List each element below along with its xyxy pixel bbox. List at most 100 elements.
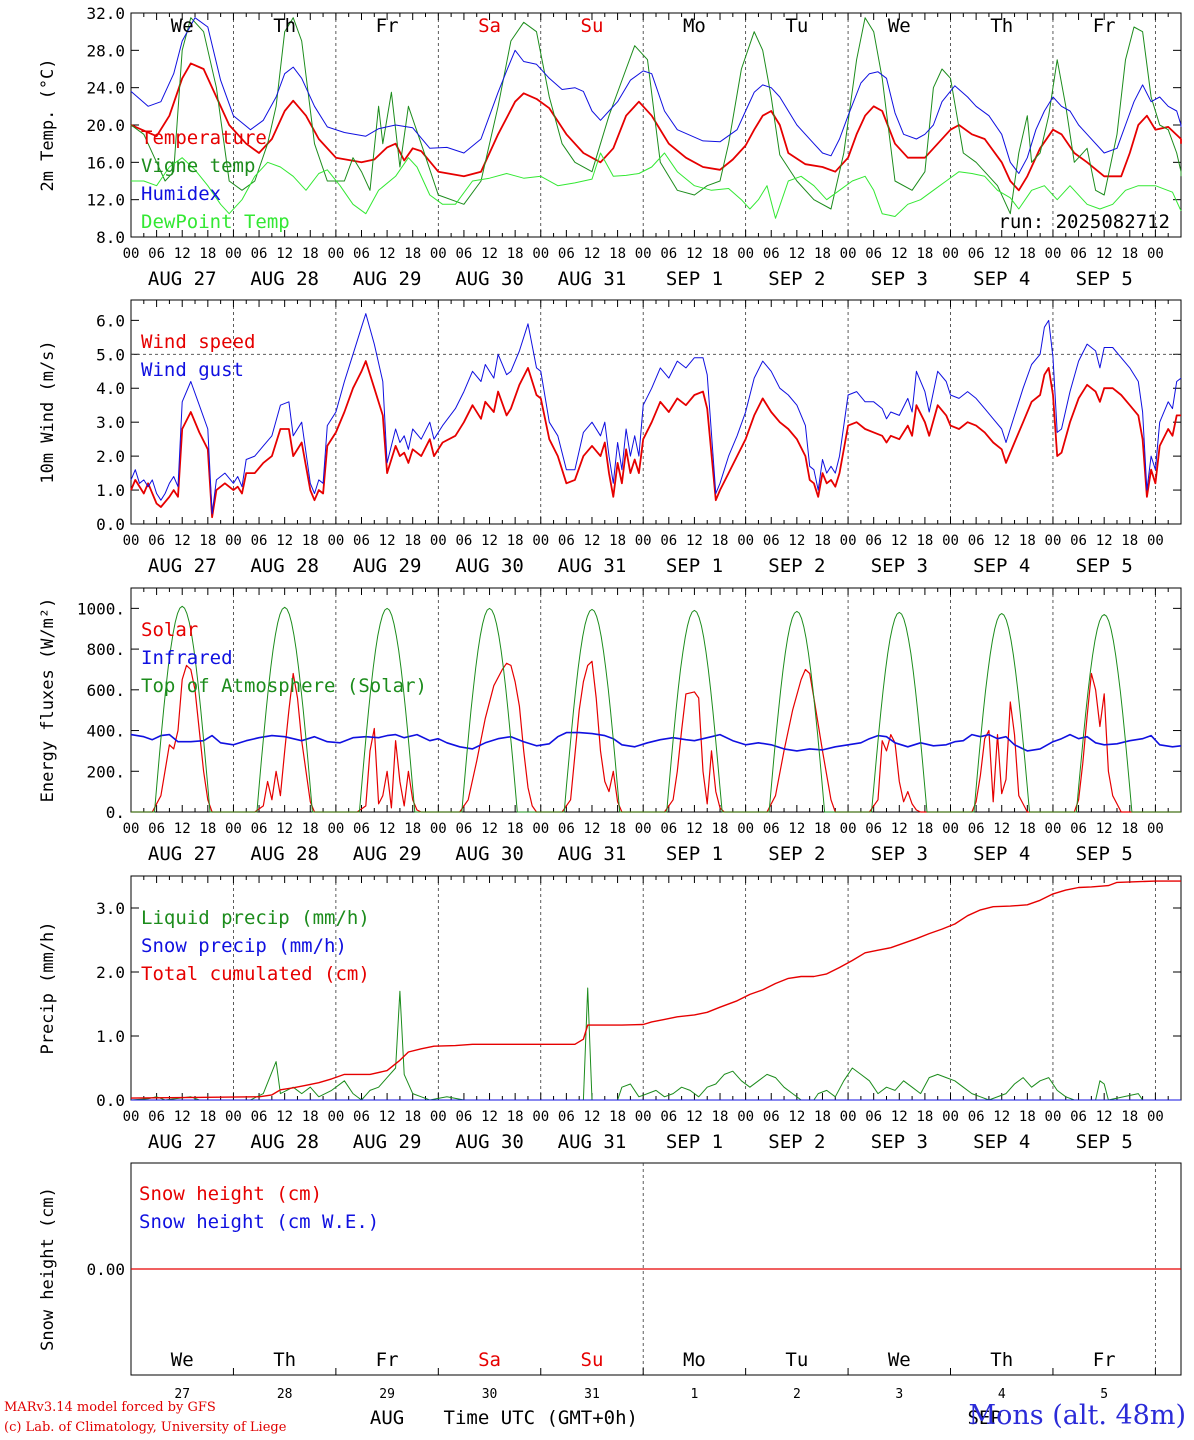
date-label: AUG 30 — [455, 555, 524, 577]
hour-tick-label: 00 — [1147, 246, 1164, 262]
y-tick-label: 200. — [86, 762, 125, 781]
hour-tick-label: 12 — [891, 821, 908, 837]
day-number-label: 2 — [793, 1387, 801, 1402]
hour-tick-label: 12 — [686, 533, 703, 549]
hour-tick-label: 18 — [609, 821, 626, 837]
hour-tick-label: 06 — [968, 821, 985, 837]
hour-tick-label: 18 — [712, 1109, 729, 1125]
date-label: SEP 4 — [973, 843, 1030, 865]
day-number-label: 27 — [174, 1387, 190, 1402]
hour-tick-label: 00 — [1045, 533, 1062, 549]
weekday-label: We — [171, 1349, 194, 1371]
series-line-dewpoint-temp — [131, 152, 1182, 219]
hour-tick-label: 00 — [532, 821, 549, 837]
day-number-label: 29 — [379, 1387, 395, 1402]
weekday-label: Tu — [785, 15, 808, 37]
series-line-humidex — [130, 17, 1182, 174]
hour-tick-label: 12 — [993, 246, 1010, 262]
hour-tick-label: 18 — [814, 533, 831, 549]
legend-entry: Wind gust — [141, 359, 244, 381]
hour-tick-label: 18 — [302, 246, 319, 262]
hour-tick-label: 12 — [584, 821, 601, 837]
hour-tick-label: 06 — [865, 533, 882, 549]
hour-tick-label: 00 — [942, 246, 959, 262]
hour-tick-label: 06 — [558, 821, 575, 837]
hour-tick-label: 12 — [788, 246, 805, 262]
hour-tick-label: 12 — [891, 533, 908, 549]
y-tick-label: 1000. — [77, 599, 125, 618]
hour-tick-label: 18 — [1019, 246, 1036, 262]
y-tick-label: 1.0 — [96, 1027, 125, 1046]
date-label: AUG 29 — [353, 1131, 422, 1153]
hour-tick-label: 00 — [840, 1109, 857, 1125]
hour-tick-label: 06 — [251, 1109, 268, 1125]
series-line-vigne-temp — [130, 17, 1182, 215]
hour-tick-label: 06 — [455, 246, 472, 262]
hour-tick-label: 12 — [891, 1109, 908, 1125]
hour-tick-label: 06 — [1070, 821, 1087, 837]
day-number-label: 5 — [1100, 1387, 1108, 1402]
hour-tick-label: 06 — [1070, 533, 1087, 549]
hour-tick-label: 00 — [430, 246, 447, 262]
weekday-label: Th — [273, 1349, 296, 1371]
hour-tick-label: 12 — [379, 533, 396, 549]
x-axis-label: Time UTC (GMT+0h) — [444, 1407, 638, 1429]
hour-tick-label: 18 — [1121, 533, 1138, 549]
hour-tick-label: 18 — [199, 246, 216, 262]
series-line-top-of-atmosphere-solar- — [131, 605, 1181, 813]
weekday-label: Mo — [683, 15, 706, 37]
hour-tick-label: 06 — [865, 1109, 882, 1125]
hour-tick-label: 00 — [430, 533, 447, 549]
weekday-label: Th — [990, 1349, 1013, 1371]
day-number-label: 30 — [482, 1387, 498, 1402]
hour-tick-label: 06 — [455, 821, 472, 837]
hour-tick-label: 00 — [942, 1109, 959, 1125]
legend-entry: Solar — [141, 619, 198, 641]
hour-tick-label: 06 — [660, 821, 677, 837]
y-tick-label: 600. — [86, 681, 125, 700]
hour-tick-label: 18 — [507, 821, 524, 837]
hour-tick-label: 12 — [276, 1109, 293, 1125]
hour-tick-label: 00 — [225, 1109, 242, 1125]
weekday-label: Fr — [1093, 1349, 1116, 1371]
hour-tick-label: 06 — [660, 533, 677, 549]
weekday-label: Th — [273, 15, 296, 37]
hour-tick-label: 12 — [686, 246, 703, 262]
legend-entry: Vigne temp — [141, 155, 255, 177]
date-label: SEP 5 — [1076, 268, 1133, 290]
y-tick-label: 0.0 — [96, 515, 125, 534]
plot-frame — [130, 587, 1182, 813]
hour-tick-label: 00 — [430, 1109, 447, 1125]
hour-tick-label: 12 — [174, 821, 191, 837]
weekday-label: Mo — [683, 1349, 706, 1371]
y-tick-label: 2.0 — [96, 963, 125, 982]
weekday-label: Sa — [478, 15, 501, 37]
hour-tick-label: 00 — [327, 533, 344, 549]
date-label: AUG 29 — [353, 843, 422, 865]
hour-tick-label: 18 — [609, 1109, 626, 1125]
hour-tick-label: 06 — [148, 533, 165, 549]
hour-tick-label: 18 — [302, 1109, 319, 1125]
date-label: SEP 3 — [871, 268, 928, 290]
weekday-label: Tu — [785, 1349, 808, 1371]
hour-tick-label: 12 — [1096, 246, 1113, 262]
hour-tick-label: 00 — [1147, 821, 1164, 837]
date-label: AUG 27 — [148, 1131, 217, 1153]
month-label: AUG — [370, 1407, 404, 1429]
day-number-label: 1 — [691, 1387, 699, 1402]
panel-snow: 0.00 Snow height (cm) Snow height (cm) Snow… — [38, 1162, 1182, 1429]
hour-tick-label: 00 — [1147, 1109, 1164, 1125]
hour-tick-label: 18 — [1019, 533, 1036, 549]
hour-tick-label: 00 — [737, 246, 754, 262]
y-axis-label: Snow height (cm) — [38, 1187, 58, 1351]
y-axis-label: Precip (mm/h) — [38, 921, 58, 1054]
date-label: SEP 4 — [973, 555, 1030, 577]
y-axis-label: 10m Wind (m/s) — [38, 340, 58, 483]
y-tick-label: 20.0 — [86, 116, 125, 135]
hour-tick-label: 18 — [199, 821, 216, 837]
date-label: SEP 1 — [666, 843, 723, 865]
weekday-label: Fr — [1093, 15, 1116, 37]
hour-tick-label: 12 — [1096, 533, 1113, 549]
panel-precip: 0.0 1.0 2.0 3.0 Precip (mm/h) Liquid precip (… — [38, 875, 1182, 1153]
hour-tick-label: 06 — [558, 533, 575, 549]
